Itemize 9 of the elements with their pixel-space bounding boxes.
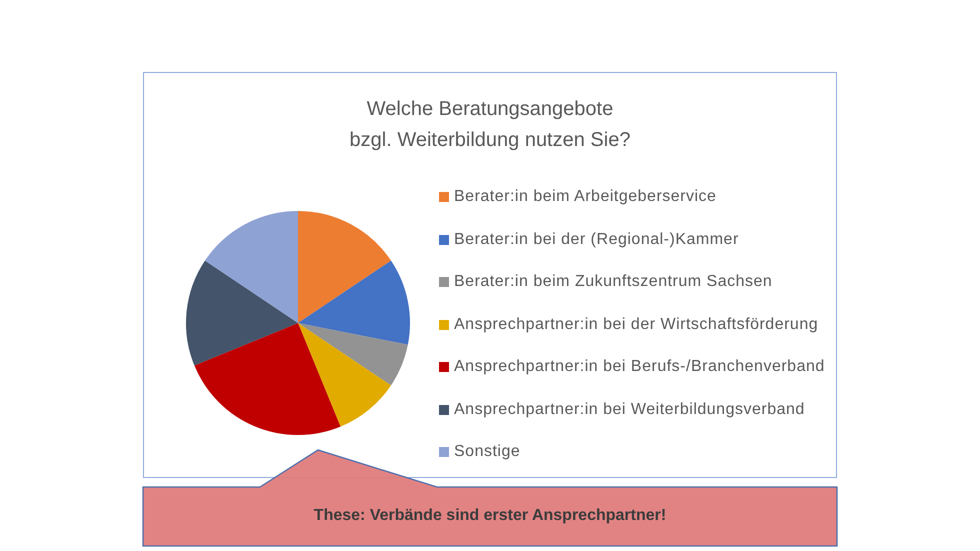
legend-label: Berater:in bei der (Regional-)Kammer [454,230,739,249]
legend-label: Ansprechpartner:in bei der Wirtschaftsförderung [454,316,818,334]
legend-label: Berater:in beim Arbeitgeberservice [454,188,716,206]
legend-label: Sonstige [454,443,520,462]
legend-label: Berater:in beim Zukunftszentrum Sachsen [454,273,772,292]
chart-title: Welche Beratungsangebote bzgl. Weiterbildung nutzen Sie? [348,97,632,153]
text: These: Verbände sind erster Ansprechpartner! [312,506,668,526]
legend-label: Ansprechpartner:in bei Berufs-/Branchenverband [454,358,825,376]
legend-label: Ansprechpartner:in bei Weiterbildungsverband [454,400,805,419]
